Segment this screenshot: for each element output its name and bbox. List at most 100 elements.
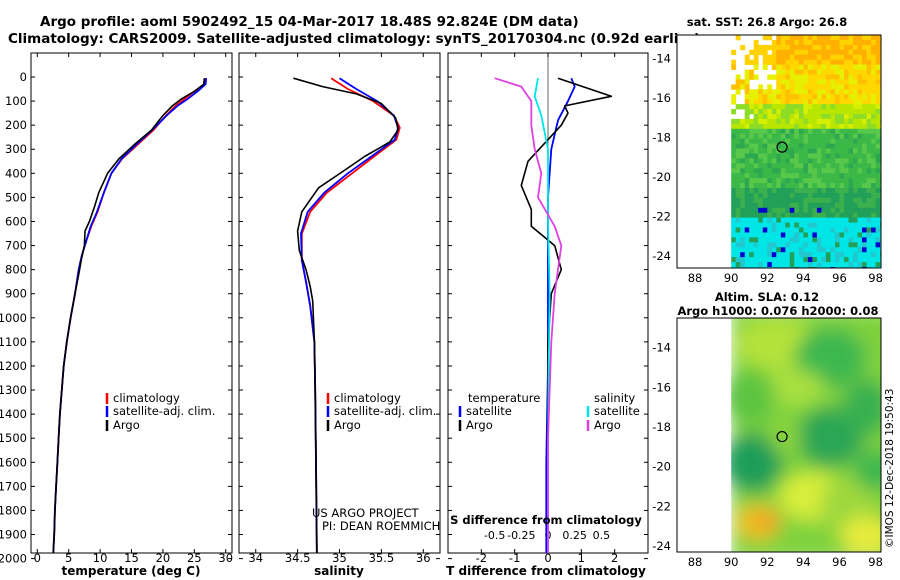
sst-cell [740,262,746,268]
sst-cell [853,104,858,110]
sst-cell [875,49,881,56]
sst-cell [735,84,741,90]
legend-satellite: satellite-adj. clim. [334,404,436,418]
sst-cell [789,79,795,85]
sst-cell [744,232,750,238]
sst-cell [862,49,867,56]
sst-cell [789,114,795,120]
sst-cell [871,118,876,125]
sst-cell [749,138,755,144]
sst-cell [839,227,845,233]
sst-cell [835,79,840,85]
sst-cell [844,84,849,90]
sst-cell [744,59,750,65]
sst-cell [749,89,755,95]
sst-cell [776,64,782,70]
sst-cell [875,197,881,204]
sst-cell [816,173,822,179]
sst-cell [816,39,822,46]
sst-cell [749,217,755,223]
sst-cell [735,104,741,110]
sst-cell [862,183,867,189]
sst-cell [853,188,858,194]
sst-cell [771,173,777,179]
sla-anomaly [722,432,783,493]
y-tick-label: 200 [5,118,27,132]
sst-cell [871,89,876,95]
sst-cell [830,158,836,164]
sst-cell [871,49,876,56]
sst-cell [803,262,809,268]
sst-cell [866,207,872,214]
sst-cell [871,232,876,238]
sst-cell [835,133,840,139]
sst-cell [835,237,840,243]
sst-cell [821,49,827,56]
sst-cell [807,188,813,194]
sst-cell [821,35,827,41]
sst-cell [816,158,822,164]
sst-cell [875,59,881,65]
sst-cell [794,197,800,204]
sst-cell [771,257,777,263]
sst-cell [816,188,822,194]
y-tick-label: 1400 [0,407,27,421]
sst-cell [830,44,836,51]
map-y-tick-label: -22 [652,499,671,513]
sst-cell [839,193,845,199]
sst-cell [862,128,867,135]
sst-cell [821,143,827,149]
y-tick-label: 900 [5,287,27,301]
sst-cell [835,188,840,194]
sst-cell [835,128,840,135]
sst-cell [780,39,786,46]
sst-cell [839,118,845,125]
sst-cell [789,69,795,75]
sst-cell [762,197,768,204]
sst-cell [830,64,836,70]
sst-cell [794,114,800,120]
sst-cell [780,44,786,51]
sst-cell [857,59,863,65]
sst-cell [735,35,741,41]
sst-cell [762,44,768,51]
sst-cell [830,79,836,85]
sst-cell [735,178,741,184]
sst-cell [844,94,849,100]
sst-cell [758,99,764,105]
sst-cell [875,237,881,243]
sst-cell [789,257,795,263]
sst-cell [844,69,849,75]
sst-cell [762,242,768,248]
sst-cell [767,178,773,184]
sst-cell [848,262,854,268]
sst-cell [821,94,827,100]
sst-cell [875,104,881,110]
sst-cell [762,212,768,218]
sst-cell [767,153,773,159]
sst-cell [771,158,777,164]
sst-cell [848,94,854,100]
sst-cell [875,178,881,184]
sst-cell [762,217,768,223]
sst-cell [848,44,854,51]
sst-cell [807,237,813,243]
sst-cell [780,227,786,233]
sst-cell [853,138,858,144]
sst-cell [803,94,809,100]
sst-cell [762,188,768,194]
sst-cell [875,84,881,90]
sst-cell [771,128,777,135]
sst-cell [767,59,773,65]
map-x-tick-label: 94 [796,271,811,285]
sst-cell [835,227,840,233]
sst-cell [853,54,858,60]
sst-cell [807,94,813,100]
sst-cell [848,64,854,70]
sst-cell [848,212,854,218]
sst-cell [839,143,845,149]
sst-cell [816,44,822,51]
sst-cell [798,64,804,70]
sst-cell [744,79,750,85]
sst-cell [875,44,881,51]
